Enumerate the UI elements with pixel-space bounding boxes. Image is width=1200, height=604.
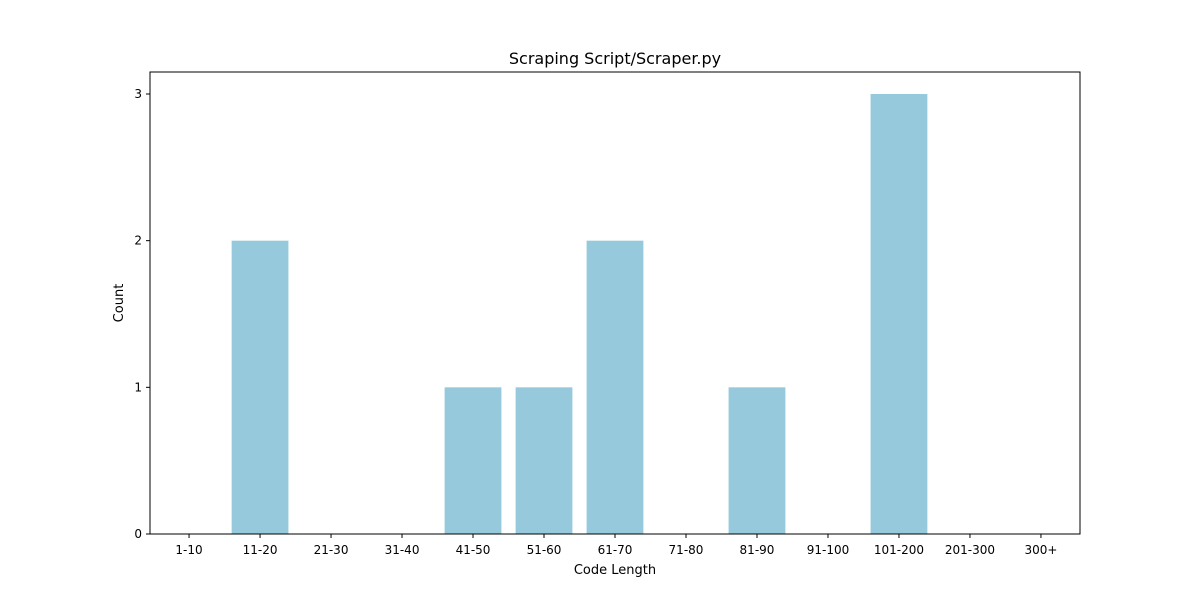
x-tick-label: 91-100 [807, 543, 850, 557]
bar-41-50 [444, 387, 502, 534]
bar-101-200 [870, 94, 928, 534]
x-tick-label: 41-50 [456, 543, 491, 557]
bars-layer [231, 94, 928, 535]
x-tick-label: 11-20 [243, 543, 278, 557]
y-axis-label: Count [112, 284, 127, 323]
x-tick-label: 300+ [1024, 543, 1057, 557]
x-axis: 1-10 11-20 21-30 31-40 41-50 51-60 61-70 71-80 8… [175, 534, 1057, 557]
y-tick-label: 3 [134, 87, 142, 101]
x-tick-label: 21-30 [314, 543, 349, 557]
y-tick-label: 0 [134, 527, 142, 541]
y-tick-label: 2 [134, 234, 142, 248]
bar-51-60 [515, 387, 573, 534]
x-tick-label: 31-40 [385, 543, 420, 557]
y-tick-label: 1 [134, 380, 142, 394]
y-axis: 0 1 2 3 [134, 87, 150, 541]
x-tick-label: 1-10 [175, 543, 202, 557]
bar-11-20 [231, 240, 289, 535]
bar-81-90 [728, 387, 786, 534]
x-tick-label: 201-300 [945, 543, 995, 557]
x-tick-label: 101-200 [874, 543, 924, 557]
x-tick-label: 81-90 [740, 543, 775, 557]
bar-61-70 [586, 240, 644, 535]
x-tick-label: 61-70 [598, 543, 633, 557]
chart-title: Scraping Script/Scraper.py [509, 49, 721, 68]
x-axis-label: Code Length [574, 563, 656, 578]
x-tick-label: 51-60 [527, 543, 562, 557]
x-tick-label: 71-80 [669, 543, 704, 557]
